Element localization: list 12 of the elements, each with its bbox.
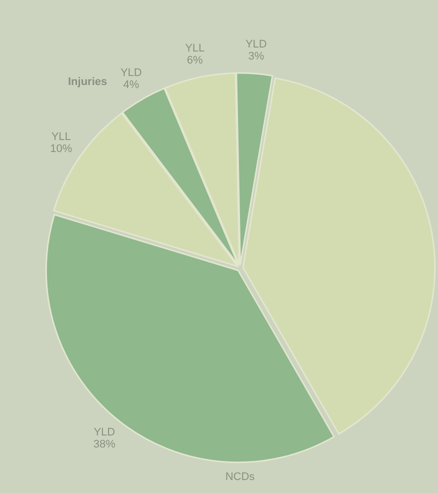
slice-label: YLD <box>94 426 116 438</box>
data-label: 38% <box>93 438 116 451</box>
slice-label: YLL <box>51 131 71 144</box>
slice-label: YLD <box>120 66 142 79</box>
data-label: 4% <box>123 78 140 91</box>
text: Injuries <box>68 76 108 88</box>
slice-label: YLL <box>185 42 205 54</box>
text: NCDs <box>225 471 256 483</box>
data-label: 6% <box>186 54 204 67</box>
slice-label: YLD <box>245 38 267 50</box>
data-label: 10% <box>50 143 72 156</box>
data-label: 3% <box>248 50 264 62</box>
